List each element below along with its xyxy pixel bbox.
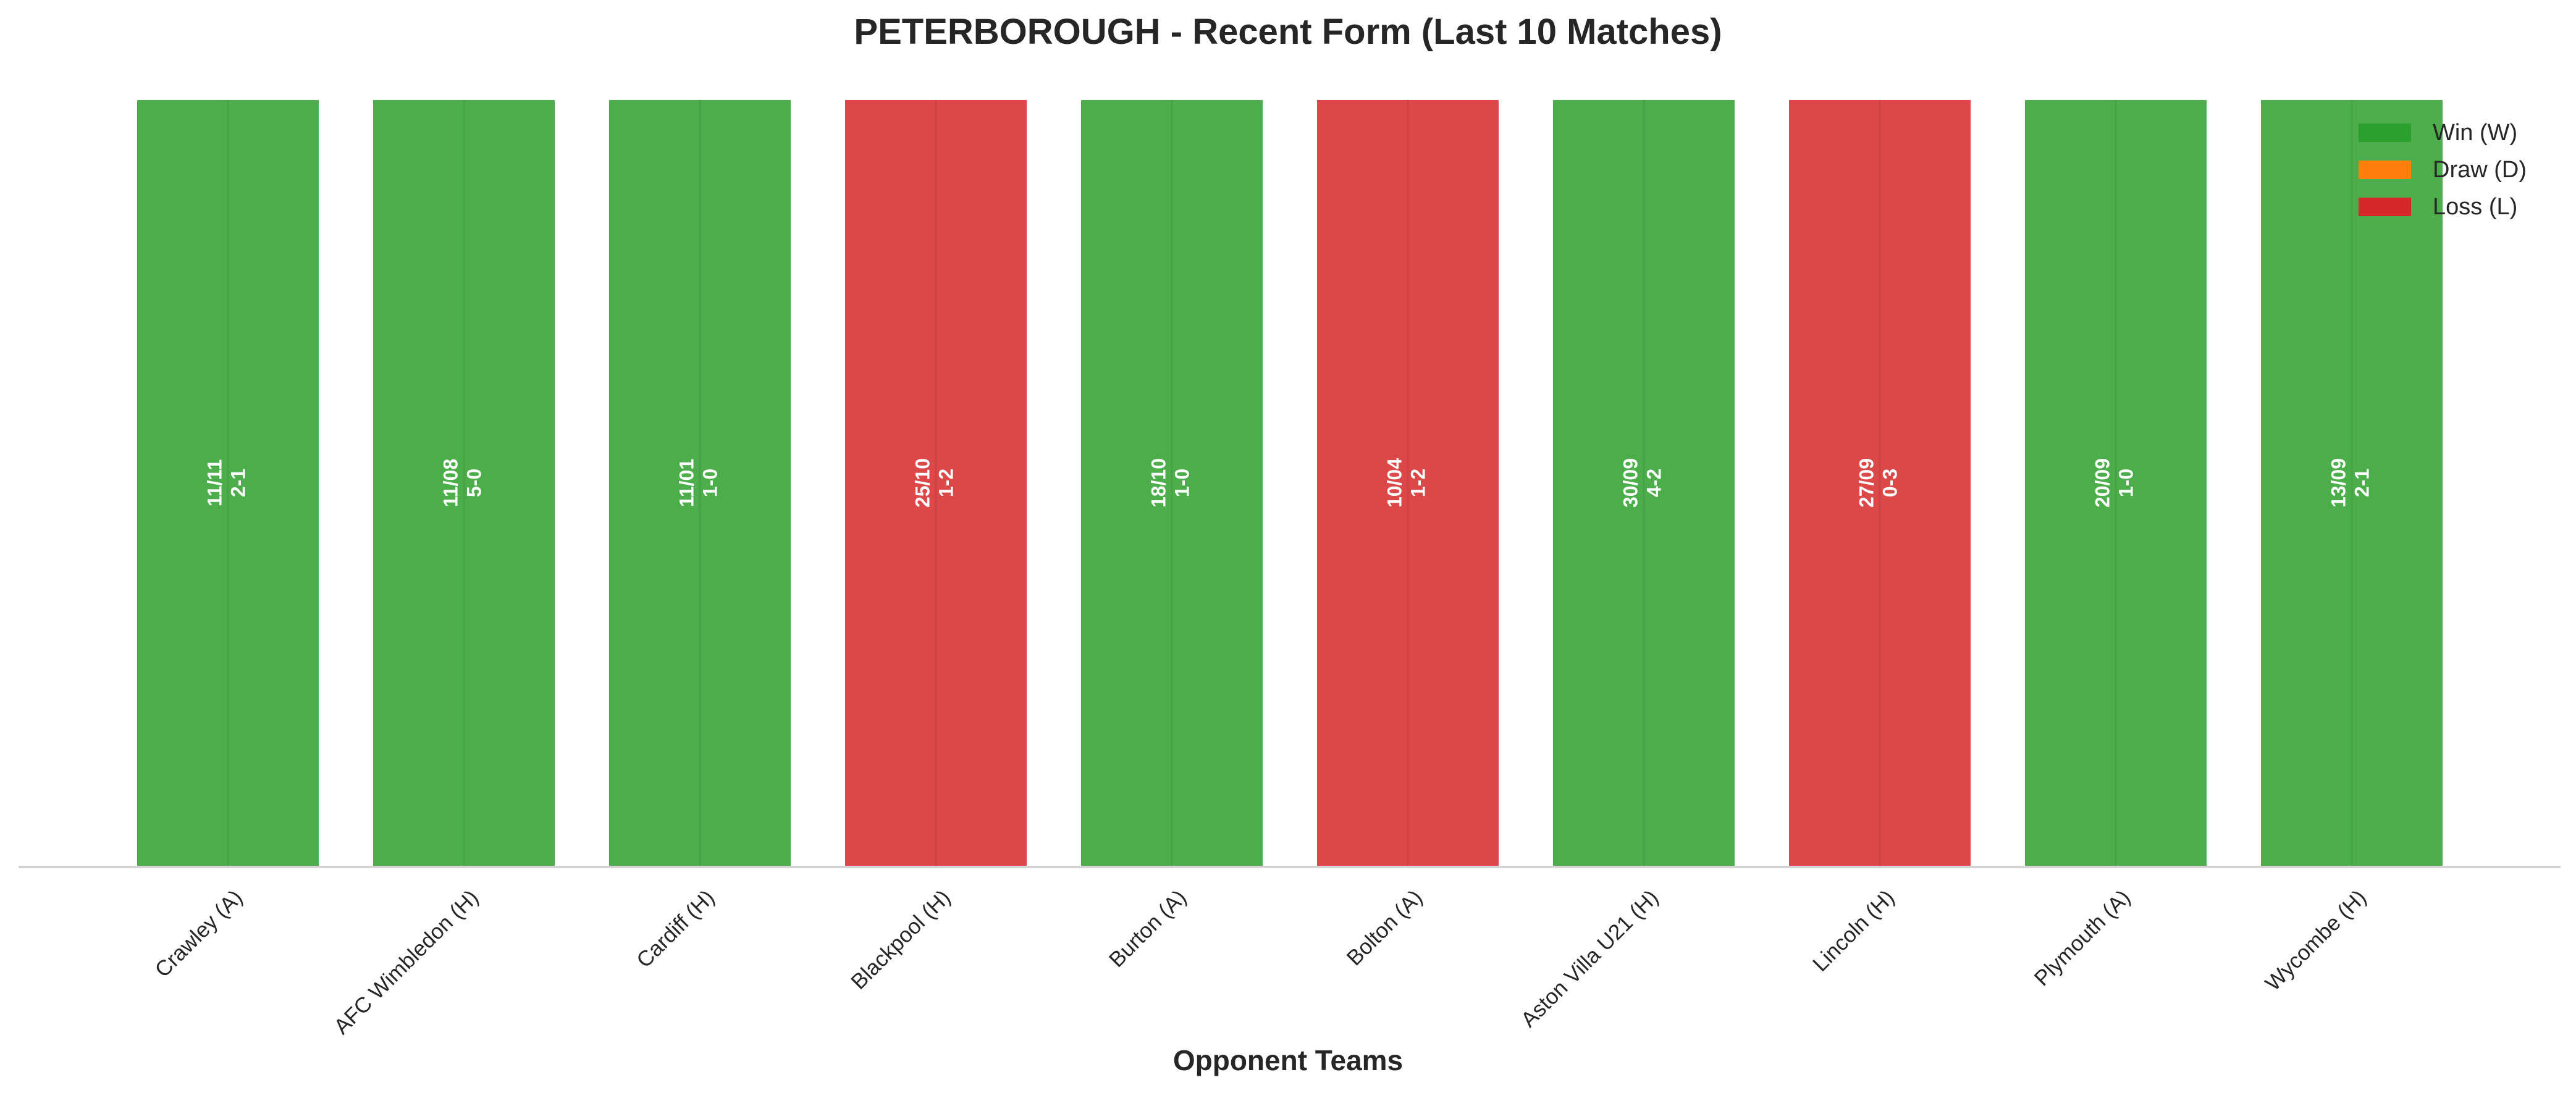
bar-aston-villa-u21-h	[1551, 98, 1737, 868]
legend-swatch-draw	[2359, 161, 2411, 179]
bar-date-label: 27/09	[1855, 458, 1877, 508]
legend-label-win: Win (W)	[2433, 119, 2518, 146]
bar-score-label: 2-1	[2351, 469, 2373, 497]
bar-score-label: 1-0	[699, 469, 721, 497]
bar-date-label: 10/04	[1383, 458, 1405, 508]
bar-score-label: 4-2	[1643, 469, 1665, 497]
legend-item-win: Win (W)	[2359, 114, 2527, 151]
bar-date-label: 18/10	[1147, 458, 1169, 508]
x-tick-label: Wycombe (H)	[2261, 886, 2372, 996]
bar-cardiff-h	[607, 98, 793, 868]
x-tick-label: Lincoln (H)	[1808, 886, 1899, 976]
legend-swatch-loss	[2359, 198, 2411, 216]
legend-item-draw: Draw (D)	[2359, 151, 2527, 188]
x-tick-label: Blackpool (H)	[846, 886, 955, 994]
bar-score-label: 1-0	[1171, 469, 1193, 497]
bar-date-label: 20/09	[2091, 458, 2113, 508]
bar-date-label: 25/10	[911, 458, 933, 508]
bar-wycombe-h	[2258, 98, 2445, 868]
bar-score-label: 5-0	[463, 469, 485, 497]
legend-item-loss: Loss (L)	[2359, 188, 2527, 225]
x-tick-label: Aston Villa U21 (H)	[1517, 886, 1664, 1032]
bar-date-label: 11/08	[439, 459, 461, 507]
x-tick-label: Burton (A)	[1105, 886, 1191, 972]
bar-date-label: 11/11	[203, 459, 225, 507]
legend-label-loss: Loss (L)	[2433, 193, 2518, 220]
x-tick-label: Bolton (A)	[1342, 886, 1428, 971]
bar-crawley-a	[135, 98, 321, 868]
x-tick-label: Cardiff (H)	[632, 886, 719, 973]
bar-date-label: 13/09	[2327, 458, 2349, 508]
bar-date-label: 11/01	[675, 459, 697, 507]
bar-score-label: 0-3	[1879, 469, 1901, 497]
x-tick-label: AFC Wimbledon (H)	[329, 886, 483, 1039]
bar-plymouth-a	[2022, 98, 2209, 868]
legend: Win (W) Draw (D) Loss (L)	[2359, 114, 2527, 225]
bar-score-label: 2-1	[227, 469, 249, 497]
bar-date-label: 30/09	[1619, 458, 1641, 508]
bar-blackpool-h	[843, 98, 1029, 868]
legend-swatch-win	[2359, 124, 2411, 142]
x-tick-label: Plymouth (A)	[2030, 886, 2136, 991]
bar-burton-a	[1079, 98, 1265, 868]
bar-score-label: 1-2	[935, 469, 957, 497]
chart-title: PETERBOROUGH - Recent Form (Last 10 Matc…	[854, 12, 1722, 52]
x-tick-label: Crawley (A)	[150, 886, 247, 982]
x-axis-title: Opponent Teams	[1172, 1044, 1404, 1076]
legend-label-draw: Draw (D)	[2433, 156, 2527, 183]
bar-score-label: 1-2	[1407, 469, 1429, 497]
bar-score-label: 1-0	[2115, 469, 2137, 497]
bar-lincoln-h	[1787, 98, 1973, 868]
bar-bolton-a	[1315, 98, 1501, 868]
